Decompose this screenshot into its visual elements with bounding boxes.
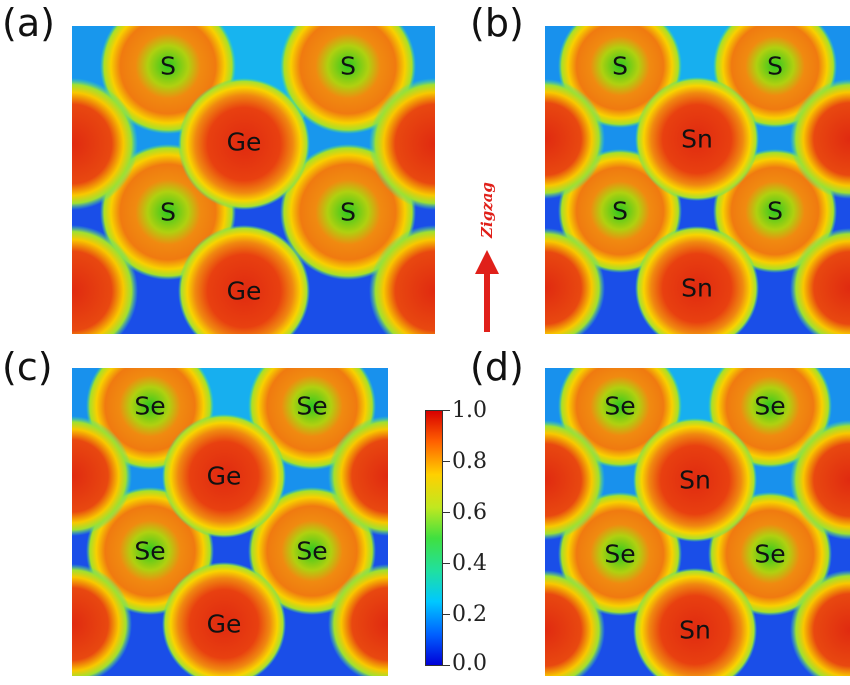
atom-label: Ge [226,127,262,157]
colorbar-tick-label: 0.6 [452,500,487,525]
atom-label: Se [296,536,328,566]
atom-label: Se [134,536,166,566]
atom-label: Sn [681,273,713,303]
colorbar-tick [443,410,450,411]
atom-label: Sn [679,615,711,645]
colorbar-tick-label: 0.2 [452,602,487,627]
panel-c-charge-density-map: Se Se Ge Se Se Ge [72,368,388,676]
atom-label: S [160,197,176,227]
atom-label: S [612,51,628,81]
atom-label: Se [754,539,786,569]
panel-d-charge-density-map: Se Se Sn Se Se Sn [545,368,850,676]
atom-label: S [340,51,356,81]
atom-label: Ge [206,461,242,491]
panel-b-label: (b) [470,1,524,45]
panel-b-charge-density-map: S S Sn S S Sn [545,26,850,334]
colorbar-tick [443,563,450,564]
colorbar-tick [443,461,450,462]
atom-label: Se [754,391,786,421]
panel-a-charge-density-map: S S Ge S S Ge [72,26,435,334]
atom-label: S [767,51,783,81]
zigzag-arrow-icon [475,250,499,332]
colorbar-tick [443,512,450,513]
atom-label: S [767,196,783,226]
colorbar-tick-label: 1.0 [452,398,487,423]
colorbar-tick-label: 0.8 [452,449,487,474]
atom-label: Se [296,391,328,421]
panel-d-label: (d) [470,345,524,389]
atom-label: S [340,197,356,227]
atom-label: Se [604,391,636,421]
colorbar-tick [443,665,450,666]
atom-label: Se [604,539,636,569]
colorbar [425,410,443,666]
atom-label: Sn [681,124,713,154]
atom-label: S [612,196,628,226]
panel-a-label: (a) [2,1,55,45]
atom-label: Ge [206,609,242,639]
atom-label: Sn [679,465,711,495]
colorbar-tick-label: 0.0 [452,651,487,676]
atom-label: Ge [226,276,262,306]
colorbar-tick [443,614,450,615]
zigzag-direction-label: Zigzag [478,182,496,238]
panel-c-label: (c) [2,345,53,389]
colorbar-tick-label: 0.4 [452,551,487,576]
atom-label: Se [134,391,166,421]
atom-label: S [160,51,176,81]
